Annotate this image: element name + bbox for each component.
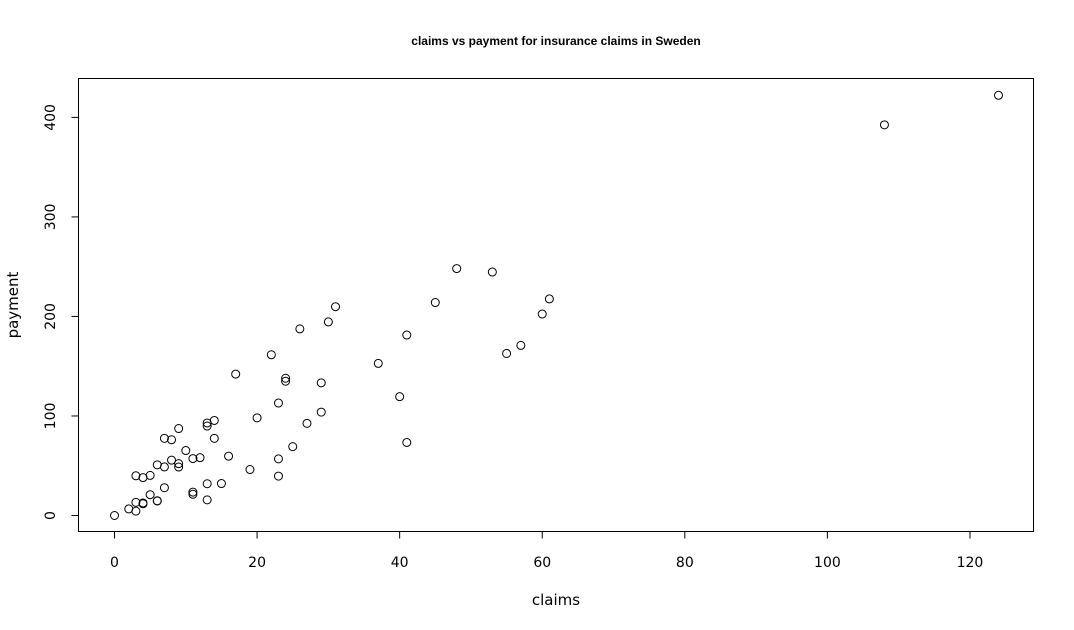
data-point xyxy=(188,489,198,499)
x-tick-label: 60 xyxy=(533,555,551,571)
data-point xyxy=(373,358,383,368)
data-point xyxy=(131,471,141,481)
data-point xyxy=(145,490,155,500)
data-point xyxy=(131,497,141,507)
data-point xyxy=(302,418,312,428)
data-point xyxy=(202,479,212,489)
data-point xyxy=(224,451,234,461)
x-axis-label: claims xyxy=(532,591,580,609)
data-point xyxy=(231,369,241,379)
data-point xyxy=(430,298,440,308)
data-point xyxy=(181,446,191,456)
data-point xyxy=(316,378,326,388)
data-point xyxy=(994,90,1003,100)
y-axis: 0 100 200 300 400 xyxy=(43,104,79,520)
data-point xyxy=(395,392,405,402)
data-point xyxy=(266,350,276,360)
data-point xyxy=(152,496,162,506)
data-point xyxy=(281,373,291,383)
chart-title: claims vs payment for insurance claims i… xyxy=(411,34,700,48)
data-point xyxy=(537,309,547,319)
data-point xyxy=(402,437,412,447)
data-point xyxy=(216,479,226,489)
data-point xyxy=(273,454,283,464)
x-tick-label: 100 xyxy=(814,555,841,571)
plot-frame xyxy=(78,78,1034,532)
data-point xyxy=(295,324,305,334)
data-point xyxy=(174,462,184,472)
data-point xyxy=(110,511,119,520)
x-tick-label: 20 xyxy=(248,555,266,571)
data-point xyxy=(273,471,283,481)
x-tick-label: 0 xyxy=(110,555,119,571)
data-point xyxy=(131,506,141,516)
data-point xyxy=(174,459,184,469)
data-point xyxy=(273,398,283,408)
data-point xyxy=(281,376,291,386)
data-point xyxy=(245,465,255,475)
data-point xyxy=(138,498,148,508)
data-point xyxy=(152,460,162,470)
data-point xyxy=(502,348,512,358)
x-tick-label: 40 xyxy=(391,555,409,571)
data-point xyxy=(544,294,554,304)
data-point xyxy=(402,330,412,340)
data-point xyxy=(452,264,462,274)
x-axis: 0 20 40 60 80 100 120 xyxy=(110,531,984,571)
data-point xyxy=(252,413,262,423)
data-point xyxy=(195,453,205,463)
data-points xyxy=(110,90,1003,520)
data-point xyxy=(516,340,526,350)
y-axis-label: payment xyxy=(4,271,22,338)
data-point xyxy=(145,470,155,480)
data-point xyxy=(159,433,169,443)
y-tick-label: 0 xyxy=(43,511,59,520)
data-point xyxy=(316,407,326,417)
data-point xyxy=(209,415,219,425)
data-point xyxy=(167,435,177,445)
y-tick-label: 100 xyxy=(43,403,59,430)
data-point xyxy=(167,455,177,465)
data-point xyxy=(188,487,198,497)
x-tick-label: 80 xyxy=(676,555,694,571)
data-point xyxy=(202,421,212,431)
data-point xyxy=(331,302,340,312)
data-point xyxy=(879,120,889,130)
y-tick-label: 400 xyxy=(43,104,59,131)
data-point xyxy=(159,483,169,493)
y-tick-label: 200 xyxy=(43,303,59,330)
data-point xyxy=(288,442,298,452)
y-tick-label: 300 xyxy=(43,204,59,231)
data-point xyxy=(487,267,497,277)
data-point xyxy=(174,424,184,434)
x-tick-label: 120 xyxy=(957,555,984,571)
data-point xyxy=(323,317,333,327)
data-point xyxy=(209,433,219,443)
data-point xyxy=(202,495,212,505)
data-point xyxy=(188,454,198,464)
